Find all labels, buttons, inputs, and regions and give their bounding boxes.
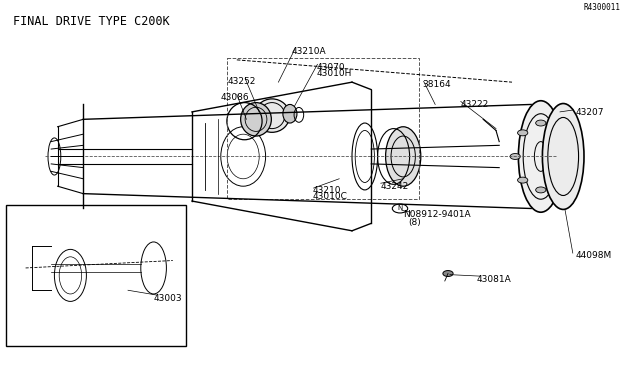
Text: N08912-9401A: N08912-9401A bbox=[403, 210, 471, 219]
Bar bbox=[6, 205, 186, 346]
Text: 43210: 43210 bbox=[312, 186, 341, 195]
Text: 43070: 43070 bbox=[317, 63, 346, 72]
Ellipse shape bbox=[385, 127, 421, 186]
Bar bbox=[227, 58, 419, 199]
Circle shape bbox=[536, 187, 546, 193]
Circle shape bbox=[518, 130, 528, 136]
Circle shape bbox=[536, 120, 546, 126]
Ellipse shape bbox=[518, 101, 563, 212]
Text: 43003: 43003 bbox=[154, 294, 182, 303]
Circle shape bbox=[554, 177, 564, 183]
Circle shape bbox=[510, 154, 520, 160]
Text: R4300011: R4300011 bbox=[584, 3, 621, 12]
Text: 43081A: 43081A bbox=[477, 275, 511, 284]
Text: N: N bbox=[397, 205, 403, 211]
Text: 43010H: 43010H bbox=[317, 69, 352, 78]
Text: 38164: 38164 bbox=[422, 80, 451, 89]
Circle shape bbox=[554, 130, 564, 136]
Text: 43222: 43222 bbox=[461, 100, 489, 109]
Ellipse shape bbox=[543, 103, 584, 209]
Ellipse shape bbox=[255, 99, 290, 132]
Text: 43010C: 43010C bbox=[312, 192, 347, 201]
Text: FINAL DRIVE TYPE C200K: FINAL DRIVE TYPE C200K bbox=[13, 15, 170, 28]
Text: 43210A: 43210A bbox=[291, 47, 326, 56]
Circle shape bbox=[518, 177, 528, 183]
Ellipse shape bbox=[241, 103, 271, 136]
Ellipse shape bbox=[283, 105, 297, 123]
Text: 43086: 43086 bbox=[221, 93, 250, 102]
Text: 44098M: 44098M bbox=[576, 251, 612, 260]
Text: 43252: 43252 bbox=[227, 77, 255, 86]
Text: (8): (8) bbox=[408, 218, 421, 227]
Text: 43242: 43242 bbox=[381, 182, 409, 191]
Circle shape bbox=[561, 154, 572, 160]
Text: 43207: 43207 bbox=[576, 108, 605, 117]
Circle shape bbox=[443, 270, 453, 276]
